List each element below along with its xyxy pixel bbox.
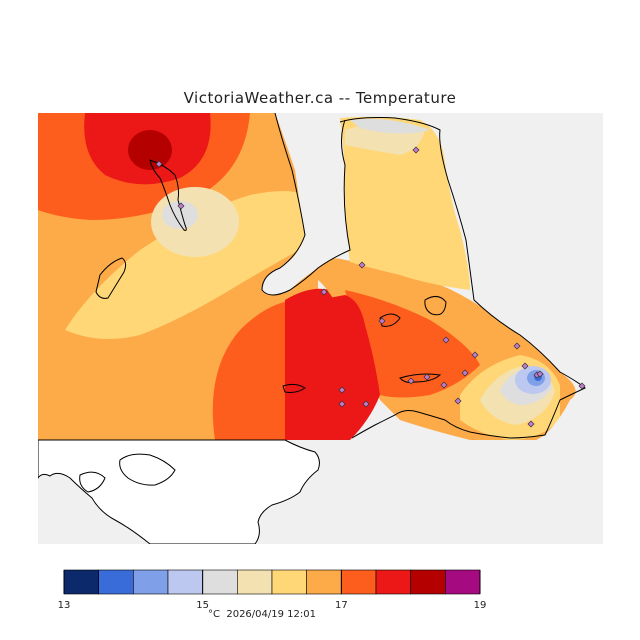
legend-tick-label: 17 (335, 600, 348, 611)
legend-swatch (202, 569, 238, 595)
timestamp: 2026/04/19 12:01 (226, 609, 316, 620)
station-marker (440, 381, 448, 389)
legend-swatch (306, 569, 342, 595)
legend-swatch (375, 569, 411, 595)
coastlines (79, 113, 586, 493)
station-marker (358, 261, 366, 269)
map-title: VictoriaWeather.ca -- Temperature (183, 89, 457, 107)
legend-swatch (271, 569, 307, 595)
station-marker (521, 362, 529, 370)
station-marker (320, 288, 328, 296)
station-marker (412, 146, 420, 154)
station-marker (338, 386, 346, 394)
station-marker (454, 397, 462, 405)
legend-swatch (341, 569, 377, 595)
legend-swatch (133, 569, 169, 595)
legend-swatch (410, 569, 446, 595)
station-marker (423, 373, 431, 381)
legend-tick-label: 19 (474, 600, 487, 611)
station-marker (378, 317, 386, 325)
station-marker (513, 342, 521, 350)
station-marker (578, 382, 586, 390)
station-markers (155, 146, 586, 428)
legend-tick-label: 13 (58, 600, 71, 611)
legend-swatch (167, 569, 203, 595)
station-marker (407, 377, 415, 385)
station-marker (362, 400, 370, 408)
temperature-field-west (38, 113, 375, 440)
station-marker (471, 351, 479, 359)
legend-swatch (445, 569, 481, 595)
mainland-landmass (38, 439, 320, 544)
legend-swatch (98, 569, 134, 595)
station-marker (155, 160, 163, 168)
legend-swatch (237, 569, 273, 595)
legend-caption: °C 2026/04/19 12:01 (208, 609, 316, 620)
station-marker (177, 202, 185, 210)
station-marker (442, 336, 450, 344)
legend-unit: °C (208, 609, 220, 620)
legend-swatch (63, 569, 99, 595)
station-marker (338, 400, 346, 408)
station-marker (536, 370, 544, 378)
legend-tick-label: 15 (196, 600, 209, 611)
station-marker (527, 420, 535, 428)
station-marker (461, 369, 469, 377)
